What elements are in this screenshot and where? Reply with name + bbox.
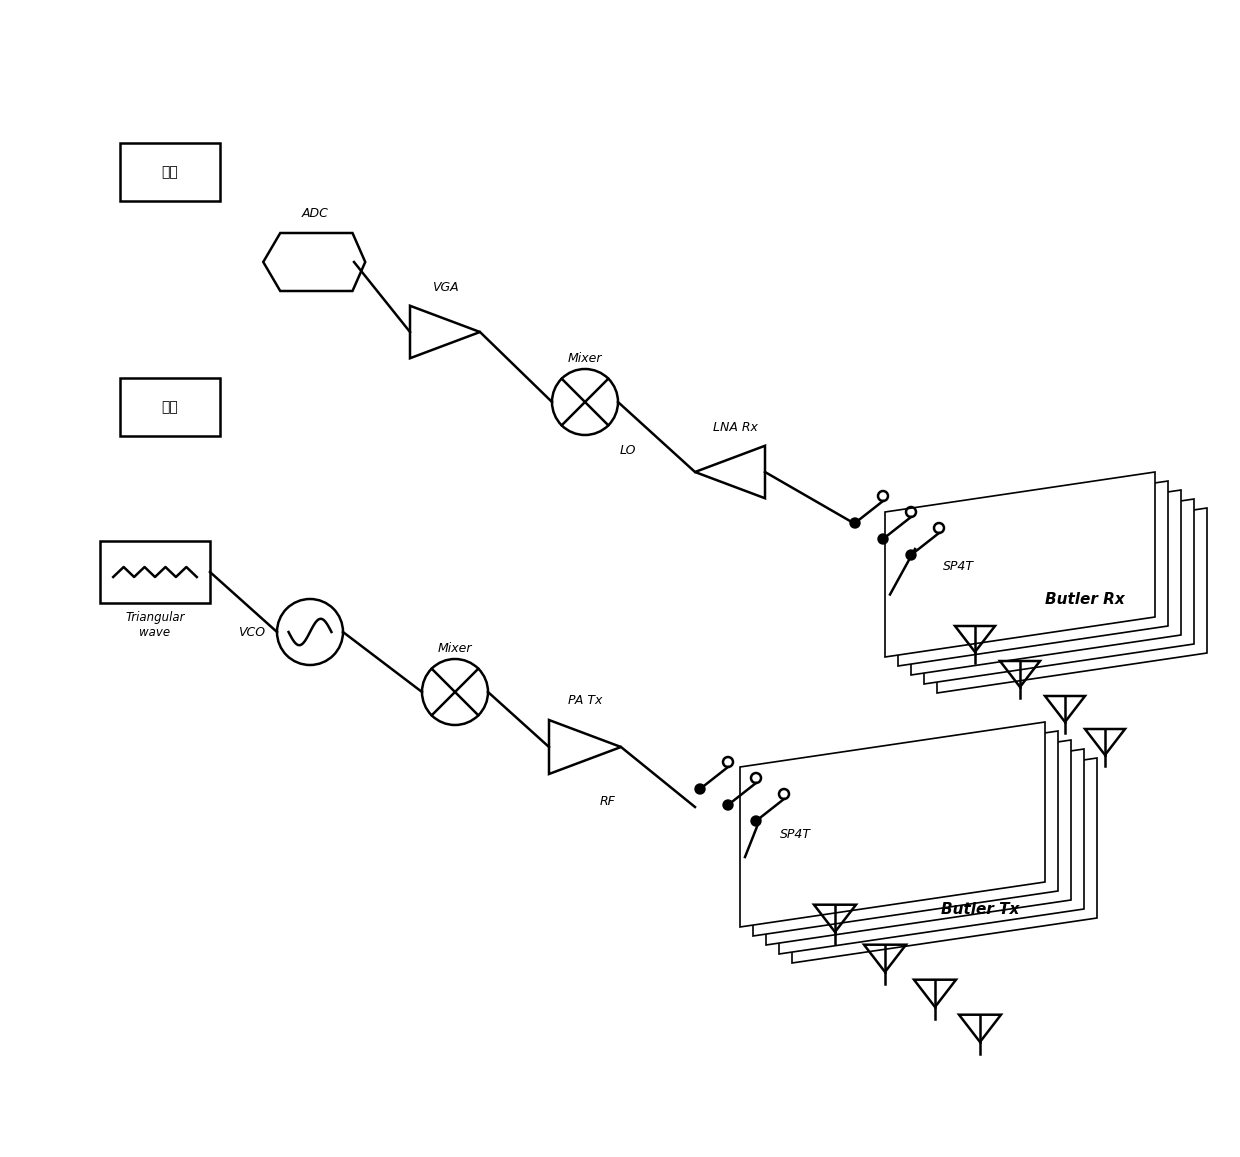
Circle shape bbox=[906, 550, 916, 560]
Text: 时钟: 时钟 bbox=[161, 400, 179, 414]
Text: SP4T: SP4T bbox=[942, 560, 973, 574]
Text: SP4T: SP4T bbox=[780, 828, 811, 841]
Circle shape bbox=[751, 816, 761, 826]
Bar bbox=[120, 378, 219, 436]
Polygon shape bbox=[911, 491, 1180, 675]
Polygon shape bbox=[924, 499, 1194, 684]
Polygon shape bbox=[937, 508, 1207, 693]
Text: Triangular
wave: Triangular wave bbox=[125, 611, 185, 639]
Text: 模拟: 模拟 bbox=[161, 165, 179, 179]
Text: Mixer: Mixer bbox=[568, 352, 603, 364]
Circle shape bbox=[723, 799, 733, 810]
Text: PA Tx: PA Tx bbox=[568, 694, 603, 707]
Text: Butler Tx: Butler Tx bbox=[941, 902, 1019, 918]
Bar bbox=[120, 143, 219, 201]
Text: Butler Rx: Butler Rx bbox=[1045, 592, 1125, 607]
Circle shape bbox=[849, 518, 861, 528]
Bar bbox=[100, 541, 210, 603]
Polygon shape bbox=[766, 740, 1071, 945]
Polygon shape bbox=[898, 481, 1168, 666]
Polygon shape bbox=[753, 731, 1058, 936]
Text: LNA Rx: LNA Rx bbox=[713, 421, 758, 434]
Polygon shape bbox=[885, 472, 1154, 657]
Text: VGA: VGA bbox=[432, 281, 459, 294]
Text: Mixer: Mixer bbox=[438, 642, 472, 655]
Circle shape bbox=[878, 535, 888, 544]
Text: RF: RF bbox=[600, 795, 616, 808]
Text: ADC: ADC bbox=[301, 207, 329, 220]
Polygon shape bbox=[740, 722, 1045, 927]
Circle shape bbox=[694, 784, 706, 794]
Polygon shape bbox=[792, 758, 1097, 963]
Text: VCO: VCO bbox=[238, 626, 265, 639]
Polygon shape bbox=[779, 749, 1084, 955]
Text: LO: LO bbox=[620, 444, 636, 457]
